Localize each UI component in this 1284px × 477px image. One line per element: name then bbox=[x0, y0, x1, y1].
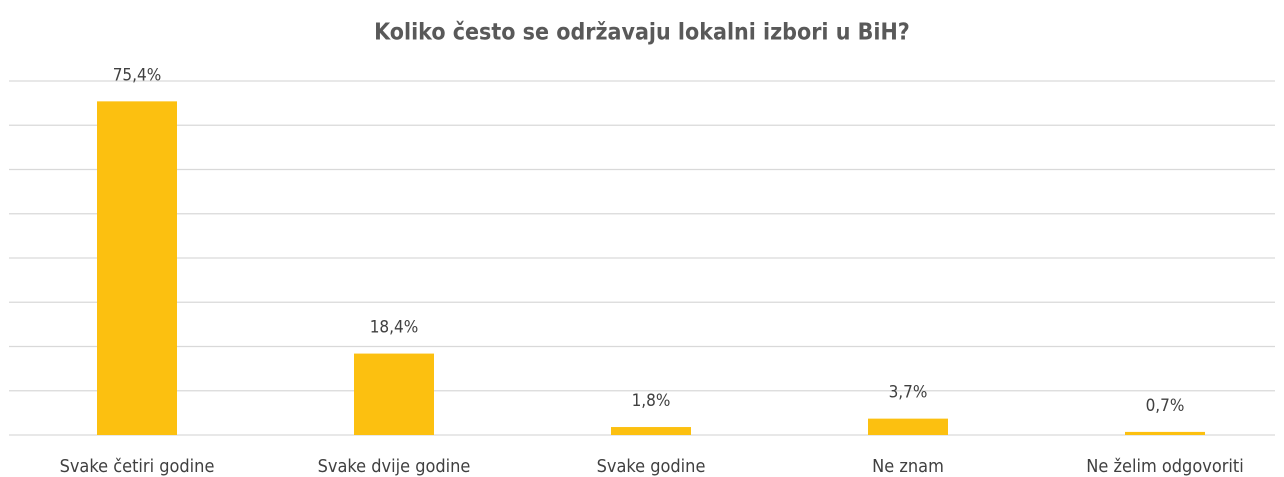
x-tick-label: Svake godine bbox=[597, 456, 706, 477]
x-tick-label: Ne znam bbox=[872, 456, 944, 477]
bar bbox=[97, 101, 177, 435]
x-tick-label: Ne želim odgovoriti bbox=[1086, 456, 1243, 477]
data-label: 75,4% bbox=[113, 65, 162, 85]
data-label: 18,4% bbox=[370, 318, 419, 338]
x-tick-label: Svake četiri godine bbox=[60, 456, 215, 477]
x-tick-label: Svake dvije godine bbox=[318, 456, 471, 477]
chart-title: Koliko često se održavaju lokalni izbori… bbox=[374, 20, 910, 46]
bar bbox=[1125, 431, 1205, 435]
bar bbox=[868, 418, 948, 435]
data-label: 0,7% bbox=[1146, 396, 1185, 416]
data-label: 3,7% bbox=[889, 383, 928, 403]
bar bbox=[611, 427, 691, 435]
data-label: 1,8% bbox=[632, 391, 671, 411]
bar bbox=[354, 353, 434, 435]
